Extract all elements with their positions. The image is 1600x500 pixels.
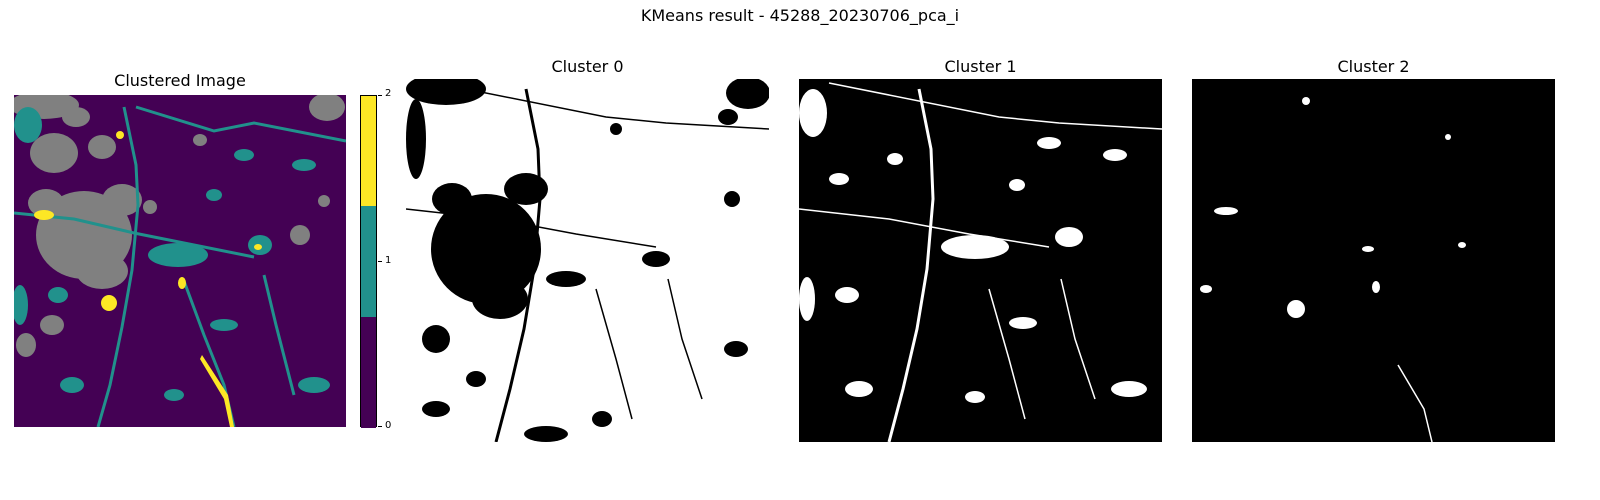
cluster-2-patches: [34, 131, 262, 427]
colorbar-label-0: 0: [385, 420, 392, 431]
colorbar-tick-0: [378, 426, 382, 427]
colorbar-segment-2: [361, 96, 376, 206]
cluster-2-mask: [1192, 79, 1555, 442]
cluster-1-lines: [14, 105, 346, 427]
colorbar-segment-1: [361, 206, 376, 317]
cluster-1-mask: [799, 79, 1162, 442]
colorbar-tick-1: [378, 261, 382, 262]
cluster-0-mask: [406, 79, 769, 442]
panel-title-cluster-1: Cluster 1: [944, 57, 1017, 76]
colorbar-tick-2: [378, 95, 382, 96]
cluster-1-patches: [14, 107, 330, 401]
colorbar-label-1: 1: [385, 255, 392, 266]
colorbar: [360, 95, 377, 428]
masked-regions: [14, 95, 345, 357]
panel-title-clustered: Clustered Image: [114, 71, 246, 90]
colorbar-label-2: 2: [385, 88, 392, 99]
clustered-image: [14, 95, 346, 427]
panel-title-cluster-2: Cluster 2: [1337, 57, 1410, 76]
figure-title: KMeans result - 45288_20230706_pca_i: [640, 6, 960, 25]
panel-title-cluster-0: Cluster 0: [551, 57, 624, 76]
colorbar-segment-0: [361, 317, 376, 428]
